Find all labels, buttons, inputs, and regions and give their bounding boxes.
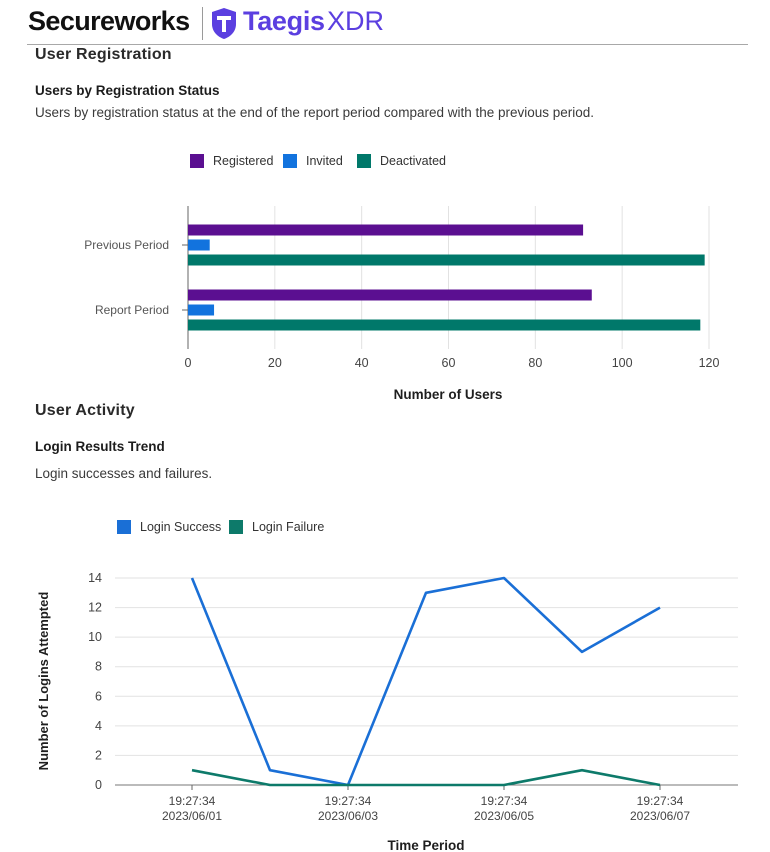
logo-divider <box>202 7 203 40</box>
legend-login-success: Login Success <box>117 520 221 534</box>
bar-x-tick-label: 20 <box>268 356 282 370</box>
user-activity-title: User Activity <box>35 402 135 419</box>
login-chart-description: Login successes and failures. <box>35 466 213 481</box>
legend-invited-label: Invited <box>306 154 343 168</box>
secureworks-logo: Secureworks <box>28 6 190 36</box>
bar-registered-0 <box>188 224 584 236</box>
line-y-axis-label: Number of Logins Attempted <box>36 592 51 771</box>
line-y-tick-label: 14 <box>88 571 102 585</box>
bar-x-tick-label: 60 <box>442 356 456 370</box>
bar-invited-0 <box>188 239 210 251</box>
line-x-axis-label: Time Period <box>387 838 464 852</box>
legend-invited: Invited <box>283 154 343 168</box>
line-y-tick-label: 12 <box>88 601 102 615</box>
legend-deactivated-swatch <box>357 154 371 168</box>
legend-deactivated: Deactivated <box>357 154 446 168</box>
bar-deactivated-0 <box>188 254 705 266</box>
legend-login-success-swatch <box>117 520 131 534</box>
login-chart-title: Login Results Trend <box>35 439 165 454</box>
line-y-tick-label: 0 <box>95 778 102 792</box>
legend-registered-label: Registered <box>213 154 274 168</box>
bar-x-tick-label: 100 <box>612 356 633 370</box>
bar-x-tick-label: 0 <box>185 356 192 370</box>
line-series-login-success <box>190 576 661 787</box>
line-y-tick-label: 6 <box>95 689 102 703</box>
line-y-tick-label: 4 <box>95 719 102 733</box>
legend-registered-swatch <box>190 154 204 168</box>
bar-deactivated-1 <box>188 319 701 331</box>
bar-x-tick-label: 120 <box>699 356 720 370</box>
line-y-tick-label: 2 <box>95 748 102 762</box>
user-registration-title: User Registration <box>35 46 172 63</box>
line-x-tick-date: 2023/06/07 <box>630 809 690 823</box>
xdr-logo-text: XDR <box>327 6 385 36</box>
registration-chart-title: Users by Registration Status <box>35 83 220 98</box>
legend-deactivated-label: Deactivated <box>380 154 447 168</box>
legend-login-failure-label: Login Failure <box>252 520 325 534</box>
line-x-tick-time: 19:27:34 <box>169 794 216 808</box>
header-divider <box>27 44 748 45</box>
taegis-logo-text: Taegis <box>243 6 325 36</box>
line-x-tick-time: 19:27:34 <box>325 794 372 808</box>
legend-login-success-label: Login Success <box>140 520 222 534</box>
line-x-tick-date: 2023/06/01 <box>162 809 222 823</box>
bar-x-tick-label: 80 <box>528 356 542 370</box>
line-y-tick-label: 10 <box>88 630 102 644</box>
line-y-tick-label: 8 <box>95 660 102 674</box>
bar-registered-1 <box>188 289 592 301</box>
line-x-tick-time: 19:27:34 <box>481 794 528 808</box>
line-series-login-failure <box>191 768 661 787</box>
legend-login-failure: Login Failure <box>229 520 324 534</box>
report-header: Secureworks Taegis XDR <box>0 0 770 46</box>
line-x-tick-date: 2023/06/05 <box>474 809 534 823</box>
registration-chart-description: Users by registration status at the end … <box>35 105 595 120</box>
bar-x-axis-label: Number of Users <box>394 387 503 402</box>
bar-category-label: Report Period <box>95 303 169 317</box>
bar-invited-1 <box>188 304 215 316</box>
legend-invited-swatch <box>283 154 297 168</box>
bar-x-tick-label: 40 <box>355 356 369 370</box>
bar-category-label: Previous Period <box>84 238 169 252</box>
legend-registered: Registered <box>190 154 273 168</box>
legend-login-failure-swatch <box>229 520 243 534</box>
taegis-shield-icon <box>212 8 236 39</box>
line-x-tick-date: 2023/06/03 <box>318 809 378 823</box>
line-x-tick-time: 19:27:34 <box>637 794 684 808</box>
